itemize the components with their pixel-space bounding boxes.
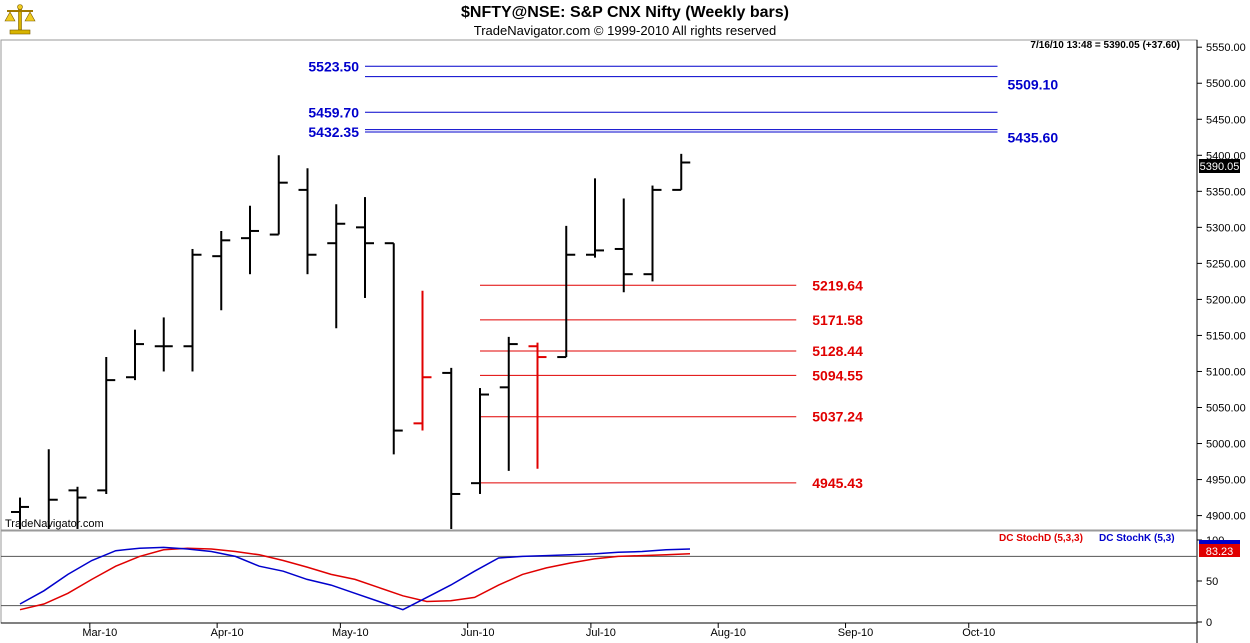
ohlc-bar [557, 225, 576, 359]
ohlc-bar [11, 497, 29, 529]
ohlc-bar [356, 197, 374, 298]
price-tick-label: 4900.00 [1206, 511, 1246, 523]
last-price-label: 5390.05 [1200, 161, 1240, 173]
price-tick-label: 5350.00 [1206, 186, 1246, 198]
ohlc-bar [442, 367, 461, 529]
ohlc-bar [212, 230, 231, 311]
ohlc-bar [154, 317, 173, 372]
ohlc-bar [269, 155, 288, 236]
ohlc-bar [298, 168, 317, 275]
date-tick-label: Oct-10 [962, 627, 995, 639]
price-tick-label: 5500.00 [1206, 78, 1246, 90]
osc-value-box-top [1199, 540, 1240, 544]
price-tick-label: 5250.00 [1206, 258, 1246, 270]
date-axis-strip [1, 623, 1197, 643]
levels-layer: 5523.50 5509.10 5459.70 5432.35 5435.60 5219.… [308, 58, 1058, 491]
date-tick-label: Jul-10 [586, 627, 616, 639]
price-tick-label: 5300.00 [1206, 222, 1246, 234]
ohlc-bar [47, 449, 58, 529]
level-label: 5171.58 [812, 312, 863, 328]
ohlc-bar [643, 185, 662, 282]
osc-tick-label: 50 [1206, 576, 1218, 588]
date-tick-label: Aug-10 [710, 627, 745, 639]
date-tick-label: Jun-10 [461, 627, 495, 639]
series-line [19, 547, 691, 611]
series-line [19, 546, 691, 611]
ohlc-bar [528, 342, 547, 469]
price-tick-label: 5050.00 [1206, 403, 1246, 415]
price-tick-label: 5450.00 [1206, 114, 1246, 126]
price-tick-label: 5100.00 [1206, 366, 1246, 378]
date-tick-label: Sep-10 [838, 627, 873, 639]
last-price-box [1199, 159, 1240, 173]
ohlc-bar [384, 242, 403, 455]
ohlc-bar [471, 388, 489, 494]
level-label: 4945.43 [812, 475, 863, 491]
date-axis: Mar-10 Apr-10 May-10 Jun-10 Jul-10 Aug-10 Sep-… [82, 623, 995, 639]
watermark-text: TradeNavigator.com [5, 518, 104, 530]
ohlc-bar [672, 153, 691, 191]
ohlc-bar [499, 336, 518, 471]
ohlc-bar [241, 205, 259, 275]
osc-tick-label: 0 [1206, 617, 1212, 629]
ohlc-bar [183, 248, 202, 372]
level-label: 5037.24 [812, 409, 863, 425]
price-axis: 4900.00 4950.00 5000.00 5050.00 5100.00 5150.… [1197, 42, 1246, 523]
level-label: 5523.50 [308, 58, 359, 74]
ohlc-bar [614, 198, 633, 293]
level-label: 5094.55 [812, 367, 863, 383]
price-tick-label: 5000.00 [1206, 439, 1246, 451]
level-label: 5128.44 [812, 343, 863, 359]
date-tick-label: Apr-10 [211, 627, 244, 639]
ohlc-bar [327, 204, 346, 329]
bars-layer [11, 153, 691, 529]
osc-value-box [1199, 544, 1240, 557]
ohlc-bar [126, 329, 144, 381]
legend-entry: DC StochK (5,3) [1099, 533, 1175, 544]
ohlc-bar [413, 290, 432, 431]
date-tick-label: May-10 [332, 627, 369, 639]
price-tick-label: 5200.00 [1206, 294, 1246, 306]
level-label: 5432.35 [308, 124, 359, 140]
osc-value-label: 83.23 [1206, 546, 1234, 558]
price-tick-label: 5550.00 [1206, 42, 1246, 54]
osc-panel-frame [0, 530, 1198, 624]
price-tick-label: 4950.00 [1206, 475, 1246, 487]
legend-entry: DC StochD (5,3,3) [999, 533, 1083, 544]
ohlc-bar [97, 357, 116, 494]
chart-subtitle: TradeNavigator.com © 1999-2010 All right… [473, 23, 777, 38]
chart-title: $NFTY@NSE: S&P CNX Nifty (Weekly bars) [461, 4, 789, 21]
level-label: 5459.70 [308, 104, 359, 120]
quote-readout: 7/16/10 13:48 = 5390.05 (+37.60) [1030, 40, 1180, 51]
price-tick-label: 5150.00 [1206, 330, 1246, 342]
date-tick-label: Mar-10 [82, 627, 117, 639]
level-label: 5435.60 [1008, 130, 1059, 146]
level-label: 5219.64 [812, 277, 863, 293]
scales-logo-icon [4, 4, 36, 35]
ohlc-bar [68, 486, 87, 529]
level-label: 5509.10 [1008, 77, 1059, 93]
ohlc-bar [586, 178, 604, 258]
oscillator-layer: 050100DC StochD (5,3,3)DC StochK (5,3)83… [1, 533, 1240, 629]
